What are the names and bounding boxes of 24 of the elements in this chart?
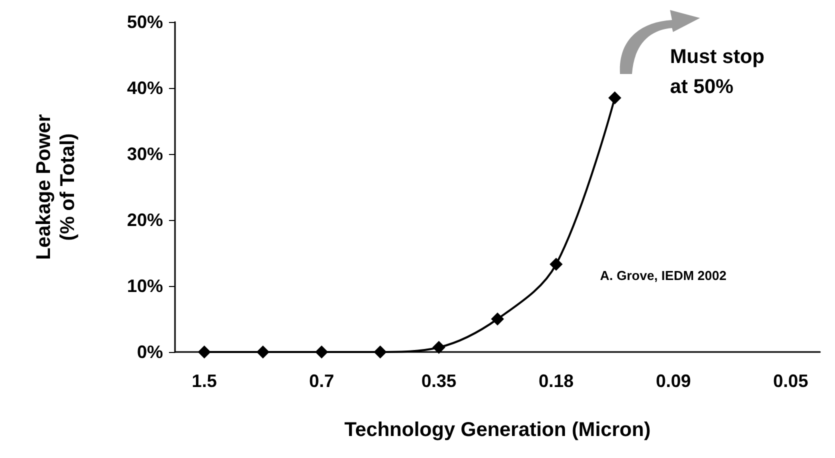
point [432,340,446,354]
point [198,346,211,358]
y-tick-label: 30% [126,144,163,164]
annotation: A. Grove, IEDM 2002 [600,268,726,283]
x-axis-title: Technology Generation (Micron) [344,419,651,441]
annotation: Must stop at 50% [670,46,764,98]
y-tick-label: 20% [126,210,163,230]
point [315,346,328,358]
x-tick-label: 1.5 [192,371,217,391]
point [374,346,387,358]
y-tick-label: 40% [126,78,163,98]
point [608,91,622,104]
x-tick-label: 0.18 [538,371,574,391]
x-tick-label: 0.7 [309,371,334,391]
point [550,258,563,271]
point [256,346,270,358]
point [491,312,504,326]
x-tick-label: 0.09 [656,371,691,391]
y-tick-label: 50% [126,12,163,32]
x-tick-label: 0.05 [773,371,808,391]
x-tick-label: 0.35 [421,371,456,391]
y-tick-label: 10% [126,276,163,296]
y-tick-label: 0% [136,342,163,362]
y-axis-title: Leakage Power (% of Total) [33,114,79,260]
